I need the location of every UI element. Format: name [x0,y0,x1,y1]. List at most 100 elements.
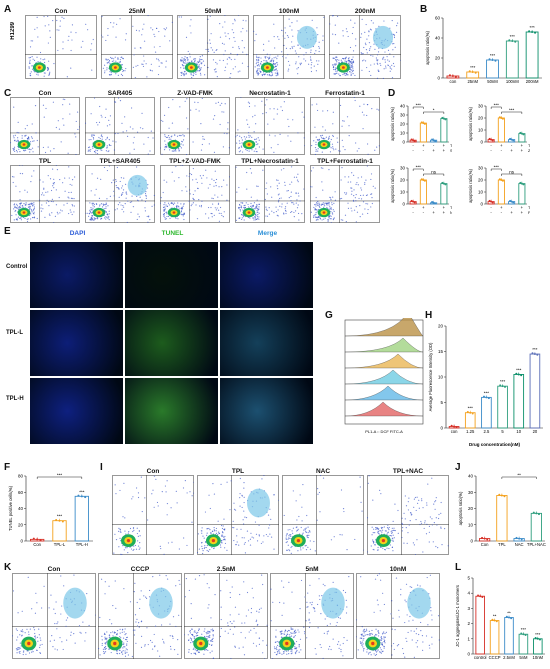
chartD3-sign-0-2: - [433,205,435,210]
chartL-bar-0 [475,595,485,655]
flow-c2-3-title: TPL+Necrostatin-1 [241,158,299,165]
e-col-merge: Merge [257,230,278,237]
chartL-xtick-3: 5nM [519,655,528,660]
g-histogram-curve-5 [344,318,424,337]
chartD1-sign-1-1: - [423,148,425,153]
chartD3-ylabel: apoptosis ratio(%) [390,169,395,203]
chartD3-sign-1-0: - [412,210,414,215]
chartJ-ylabel: apoptosis ratio(%) [458,491,463,525]
chartF-xtick-2: TPL-H [76,542,88,547]
panel-label-l: L [455,562,462,573]
chartH-ytick-1: 5 [440,400,443,405]
panel-label-b: B [420,4,428,15]
chartD3-sigpair-1: ns [431,170,437,175]
flow-i-3-title: TPL+NAC [392,468,424,475]
chartD2-sigpair-1: *** [509,108,515,113]
chartD4-bar-1 [497,179,505,205]
chartF-bar-1 [52,520,67,542]
panel-label-k: K [4,562,12,573]
flow-c2-4-title: TPL+Ferrostatin-1 [317,158,373,165]
e-image-0-1 [125,242,218,308]
g-histogram-curve-2 [344,369,424,385]
chartD4-sign-0-3: + [521,205,524,210]
chartD1-ytick-2: 20 [400,122,406,127]
chartD4-sign-0-2: - [511,205,513,210]
chartL-bar-1 [489,620,500,655]
chartH-ytick-0: 0 [440,426,443,431]
chartB-xtick-3: 100nM [506,79,519,84]
chartD1-signrow-1: SAR-405 [450,149,452,153]
chartL-ylabel: JC-1 aggregates/JC-1 monomers [455,585,460,647]
flow-c1-1: SAR405 [85,90,155,158]
e-row-tpl-h: TPL-H [6,396,24,402]
chartD3-signrow-1: Necrostatin-1 [450,211,452,215]
chartD2-sigpair-0: *** [494,103,500,108]
chartD1-ytick-3: 30 [400,113,406,118]
flow-c2-4: TPL+Ferrostatin-1 [310,158,380,226]
chartD2-ytick-2: 20 [478,116,484,121]
chartD4-bar-3 [518,183,526,205]
chartD3-ytick-3: 30 [400,166,406,171]
chartL-sig-1: ** [493,614,497,619]
chartH-xtick-1: 1.25 [466,429,475,434]
chartD2-sign-1-2: + [510,148,513,153]
panel-label-a: A [4,4,12,15]
flow-c1-3: Necrostatin-1 [235,90,305,158]
chartD4-ytick-3: 30 [478,166,484,171]
chartL-xtick-2: 2.5nM [503,655,515,660]
flow-c2-3: TPL+Necrostatin-1 [235,158,305,226]
flow-c2-1: TPL+SAR405 [85,158,155,226]
e-image-2-2 [220,378,313,444]
chartB-bar-2 [486,59,499,79]
chartB-bar-3 [505,40,519,79]
flow-i-0-title: Con [146,468,160,475]
e-row-control: Control [6,264,28,270]
flow-i-1-title: TPL [231,468,245,475]
panel-label-e: E [4,226,11,237]
chartB-ytick-1: 20 [435,56,441,61]
flow-k-3-title: 5nM [305,566,319,573]
chartF-bar-2 [74,495,89,542]
chartD2-sign-0-0: - [490,143,492,148]
chartH-bar-3 [497,385,508,429]
chartD4-sigpair-1: ns [509,170,515,175]
chartH-xtick-5: 20 [533,429,538,434]
flow-c2-1-title: TPL+SAR405 [99,158,141,165]
chartD2-ytick-3: 30 [478,104,484,109]
flow-k-2: 2.5nM [184,566,268,662]
panel-label-h: H [425,310,433,321]
chart-h: 0 5 10 15 20 Average Fluorescence Intensity (… [428,324,543,447]
chartD4-ylabel: apoptosis ratio(%) [468,169,473,203]
e-image-1-2 [220,310,313,376]
chartJ-sigpair-0: ** [517,473,521,478]
chartD2-sign-1-0: - [490,148,492,153]
chartH-xtick-3: 5 [501,429,504,434]
chartD3-sign-0-3: + [443,205,446,210]
chartH-ylabel: Average Fluorescence Intensity (OD) [428,342,433,411]
chartF-sig-2: *** [79,489,85,494]
flow-c1-4-title: Ferrostatin-1 [325,90,365,97]
chartL-sig-3: *** [521,627,527,632]
panel-label-c: C [4,88,12,99]
chartB-xtick-1: 25nM [467,79,478,84]
chartJ-xtick-0: Con [481,542,489,547]
chartF-ytick-4: 80 [18,474,24,479]
chartB-xtick-2: 50nM [487,79,498,84]
chartH-sig-2: *** [484,390,490,395]
chartD3-sign-0-1: + [422,205,425,210]
chartB-sig-1: *** [470,65,476,70]
chartD2-sign-1-1: - [501,148,503,153]
chartD1-sigpair-1: * [433,108,435,113]
chartB-xtick-0: con [450,79,457,84]
flow-k-4-title: 10nM [389,566,407,573]
chartL-ytick-2: 2 [467,621,470,626]
chartB-sig-2: *** [490,53,496,58]
chartL-bar-4 [533,638,543,655]
chartJ-ytick-0: 0 [470,539,473,544]
chartD1-bar-1 [419,122,427,143]
chartH-bar-1 [464,412,476,429]
chartH-xtick-4: 10 [516,429,521,434]
panel-label-g: G [325,310,333,321]
